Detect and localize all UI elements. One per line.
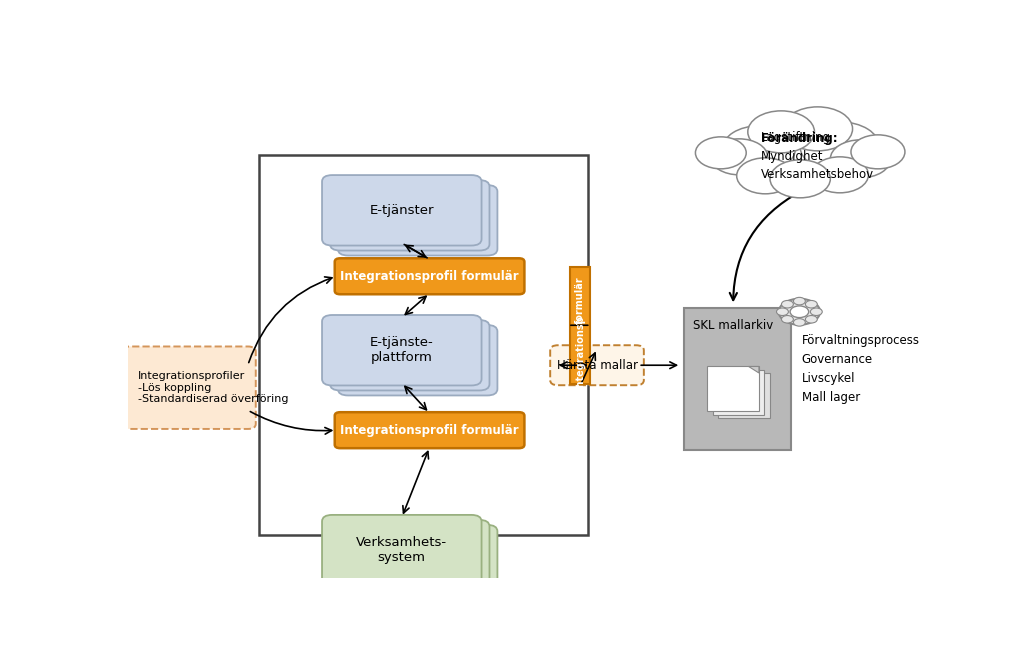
Circle shape	[695, 137, 746, 169]
Text: Integrationsprofil formulär: Integrationsprofil formulär	[340, 424, 519, 437]
Text: E-tjänster: E-tjänster	[370, 204, 434, 217]
Circle shape	[806, 315, 817, 323]
FancyBboxPatch shape	[330, 320, 489, 391]
FancyBboxPatch shape	[570, 267, 590, 384]
FancyBboxPatch shape	[322, 515, 481, 585]
FancyBboxPatch shape	[330, 180, 489, 251]
FancyArrowPatch shape	[582, 353, 595, 383]
FancyArrowPatch shape	[641, 362, 677, 369]
FancyBboxPatch shape	[335, 412, 524, 448]
Circle shape	[810, 308, 822, 315]
Text: Integrationsp: Integrationsp	[575, 315, 586, 390]
FancyArrowPatch shape	[402, 452, 428, 513]
Circle shape	[776, 308, 788, 315]
Circle shape	[736, 158, 794, 194]
Circle shape	[753, 123, 845, 181]
FancyArrowPatch shape	[560, 362, 586, 369]
Circle shape	[781, 315, 794, 323]
FancyBboxPatch shape	[322, 315, 481, 386]
Circle shape	[781, 300, 794, 308]
Text: Verksamhets-
system: Verksamhets- system	[356, 536, 447, 564]
Bar	[259, 155, 588, 535]
FancyBboxPatch shape	[719, 373, 770, 419]
Circle shape	[830, 140, 891, 178]
Circle shape	[851, 135, 905, 169]
Text: Integrationsprofiler
-Lös koppling
-Standardiserad överföring: Integrationsprofiler -Lös koppling -Stan…	[138, 371, 289, 404]
Circle shape	[794, 297, 805, 305]
FancyBboxPatch shape	[338, 325, 498, 395]
FancyBboxPatch shape	[713, 370, 765, 415]
Circle shape	[791, 306, 809, 317]
Text: Hämta mallar: Hämta mallar	[556, 359, 638, 372]
Text: Lagstiftning
Myndighet
Verksamhetsbehov: Lagstiftning Myndighet Verksamhetsbehov	[761, 131, 873, 181]
FancyBboxPatch shape	[338, 525, 498, 595]
Circle shape	[711, 139, 768, 175]
Text: E-tjänste-
plattform: E-tjänste- plattform	[370, 336, 434, 364]
FancyBboxPatch shape	[335, 258, 524, 294]
Text: SKL mallarkiv: SKL mallarkiv	[693, 319, 773, 332]
Circle shape	[722, 126, 796, 172]
Circle shape	[800, 122, 880, 172]
FancyArrowPatch shape	[249, 277, 332, 363]
FancyArrowPatch shape	[406, 297, 426, 315]
FancyArrowPatch shape	[406, 245, 427, 258]
FancyArrowPatch shape	[404, 386, 426, 410]
Text: Förvaltningsprocess
Governance
Livscykel
Mall lager: Förvaltningsprocess Governance Livscykel…	[802, 334, 920, 404]
FancyArrowPatch shape	[730, 191, 800, 300]
Circle shape	[778, 299, 820, 324]
FancyBboxPatch shape	[330, 520, 489, 591]
FancyBboxPatch shape	[322, 175, 481, 245]
FancyBboxPatch shape	[708, 367, 759, 411]
Circle shape	[748, 111, 814, 153]
Circle shape	[782, 107, 853, 151]
Text: formulär: formulär	[575, 276, 586, 324]
Circle shape	[806, 300, 817, 308]
Circle shape	[794, 319, 805, 326]
FancyArrowPatch shape	[250, 411, 332, 434]
Circle shape	[770, 160, 830, 198]
Circle shape	[811, 157, 868, 193]
FancyArrowPatch shape	[404, 245, 426, 257]
Text: Förändring:: Förändring:	[761, 132, 838, 145]
FancyBboxPatch shape	[123, 347, 256, 429]
Text: Integrationsprofil formulär: Integrationsprofil formulär	[340, 270, 519, 283]
Polygon shape	[749, 367, 759, 373]
FancyBboxPatch shape	[338, 185, 498, 256]
Bar	[684, 308, 791, 450]
FancyBboxPatch shape	[550, 345, 644, 386]
